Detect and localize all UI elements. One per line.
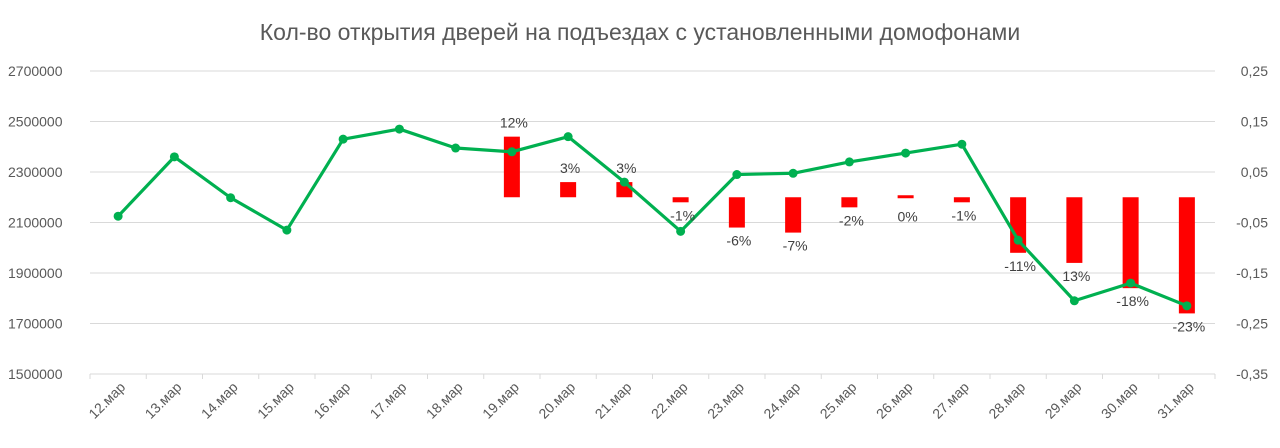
x-tick-label: 13.мар (142, 379, 185, 422)
y-left-tick-label: 2500000 (8, 114, 63, 130)
x-tick-label: 16.мар (310, 379, 353, 422)
bar-data-label: -7% (783, 238, 808, 254)
bar (953, 197, 970, 203)
line-point (676, 226, 686, 236)
bar (1122, 197, 1139, 289)
line-point (169, 152, 179, 162)
bar-data-label: 3% (560, 160, 580, 176)
x-tick-label: 28.мар (985, 379, 1028, 422)
y-left-tick-label: 1500000 (8, 366, 63, 382)
bar-data-label: 3% (616, 160, 636, 176)
line-point (338, 134, 348, 144)
bar (672, 197, 689, 203)
x-tick-label: 23.мар (704, 379, 747, 422)
y-right-tick-label: -0,15 (1236, 265, 1268, 281)
bar (1066, 197, 1083, 263)
bar (841, 197, 858, 208)
x-tick-label: 31.мар (1154, 379, 1197, 422)
x-tick-label: 29.мар (1042, 379, 1085, 422)
x-tick-label: 17.мар (367, 379, 410, 422)
x-tick-label: 22.мар (648, 379, 691, 422)
line-point (282, 225, 292, 235)
y-right-tick-label: 0,15 (1241, 114, 1268, 130)
line-point (394, 124, 404, 134)
x-tick-label: 19.мар (479, 379, 522, 422)
bar-data-label: -18% (1116, 293, 1149, 309)
x-tick-label: 30.мар (1098, 379, 1141, 422)
y-left-tick-label: 2700000 (8, 63, 63, 79)
line-point (226, 193, 236, 203)
bar-data-label: -2% (839, 212, 864, 228)
line-point (113, 211, 123, 221)
bar-data-label: 0% (898, 208, 918, 224)
x-tick-label: 18.мар (423, 379, 466, 422)
y-left-tick-label: 2300000 (8, 164, 63, 180)
bar (1178, 197, 1195, 314)
line-point (1013, 235, 1023, 245)
y-right-tick-label: -0,35 (1236, 366, 1268, 382)
x-tick-label: 26.мар (873, 379, 916, 422)
x-tick-label: 14.мар (198, 379, 241, 422)
chart-title: Кол-во открытия дверей на подъездах с ус… (260, 19, 1020, 45)
bar-data-label: -23% (1173, 318, 1206, 334)
y-right-tick-label: 0,25 (1241, 63, 1268, 79)
line-point (451, 143, 461, 153)
line-point (1126, 278, 1136, 288)
bar-data-label: 13% (1062, 268, 1090, 284)
line-point (732, 170, 742, 180)
line-point (957, 139, 967, 149)
line-point (507, 147, 517, 157)
bar (728, 197, 745, 228)
bar (503, 136, 520, 198)
x-tick-label: 25.мар (817, 379, 860, 422)
bar-data-label: -11% (1004, 258, 1036, 274)
line-point (788, 168, 798, 178)
x-tick-label: 21.мар (592, 379, 635, 422)
y-left-tick-label: 2100000 (8, 215, 63, 231)
line-point (1182, 301, 1192, 311)
x-tick-label: 27.мар (929, 379, 972, 422)
bar (785, 197, 802, 233)
y-right-tick-label: -0,05 (1236, 215, 1268, 231)
line-point (563, 132, 573, 142)
line-point (619, 177, 629, 187)
line-point (844, 157, 854, 167)
bar-data-label: -1% (670, 207, 695, 223)
y-left-tick-label: 1900000 (8, 265, 63, 281)
y-right-tick-label: 0,05 (1241, 164, 1268, 180)
bar (560, 182, 577, 198)
bar (897, 195, 914, 199)
x-tick-label: 24.мар (760, 379, 803, 422)
line-point (1069, 296, 1079, 306)
bar-data-label: 12% (500, 115, 528, 131)
line-series (116, 127, 1188, 308)
x-tick-label: 12.мар (85, 379, 128, 422)
bar-data-label: -6% (726, 233, 751, 249)
line-point (901, 148, 911, 158)
x-tick-label: 15.мар (254, 379, 297, 422)
bar-data-label: -1% (951, 207, 976, 223)
x-tick-label: 20.мар (535, 379, 578, 422)
y-right-tick-label: -0,25 (1236, 316, 1268, 332)
y-left-tick-label: 1700000 (8, 316, 63, 332)
